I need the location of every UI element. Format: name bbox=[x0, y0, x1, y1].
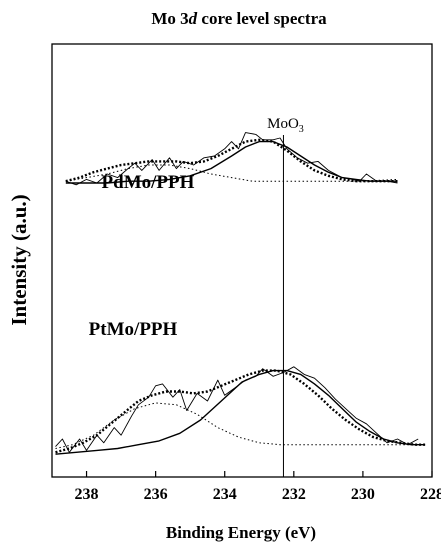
x-tick-label: 234 bbox=[213, 486, 237, 503]
moo3-label-subscript: 3 bbox=[299, 124, 304, 135]
x-tick-label: 232 bbox=[282, 486, 306, 503]
x-axis-label: Binding Energy (eV) bbox=[166, 523, 316, 542]
ptmo-experimental-curve bbox=[55, 366, 419, 453]
y-axis-label: Intensity (a.u.) bbox=[7, 194, 31, 325]
chart-title-italic: d bbox=[189, 9, 198, 28]
ptmo-component-low-energy-curve bbox=[55, 369, 426, 455]
panel-label-pdmo: PdMo/PPH bbox=[102, 172, 195, 193]
x-tick-label: 236 bbox=[144, 486, 168, 503]
moo3-label: MoO3 bbox=[267, 116, 304, 135]
x-tick-label: 230 bbox=[351, 486, 375, 503]
pdmo-fit-sum-curve bbox=[65, 138, 398, 183]
moo3-label-base: MoO bbox=[267, 116, 299, 132]
pdmo-component-high-energy-curve bbox=[65, 164, 398, 182]
panel-label-ptmo: PtMo/PPH bbox=[89, 319, 178, 340]
spectra-group bbox=[55, 132, 426, 455]
chart-title-part-2: core level spectra bbox=[197, 9, 327, 28]
ptmo-component-high-energy-curve bbox=[55, 402, 426, 449]
x-ticks-group: 238 236 234 232 230 228 bbox=[75, 471, 441, 503]
chart-title: Mo 3d core level spectra bbox=[151, 9, 327, 28]
ptmo-fit-sum-curve bbox=[55, 369, 426, 454]
plot-frame bbox=[51, 43, 433, 478]
x-tick-label: 228 bbox=[420, 486, 441, 503]
pdmo-component-low-energy-curve bbox=[65, 140, 398, 184]
chart-title-part-1: Mo 3 bbox=[151, 9, 188, 28]
x-tick-label: 238 bbox=[75, 486, 99, 503]
